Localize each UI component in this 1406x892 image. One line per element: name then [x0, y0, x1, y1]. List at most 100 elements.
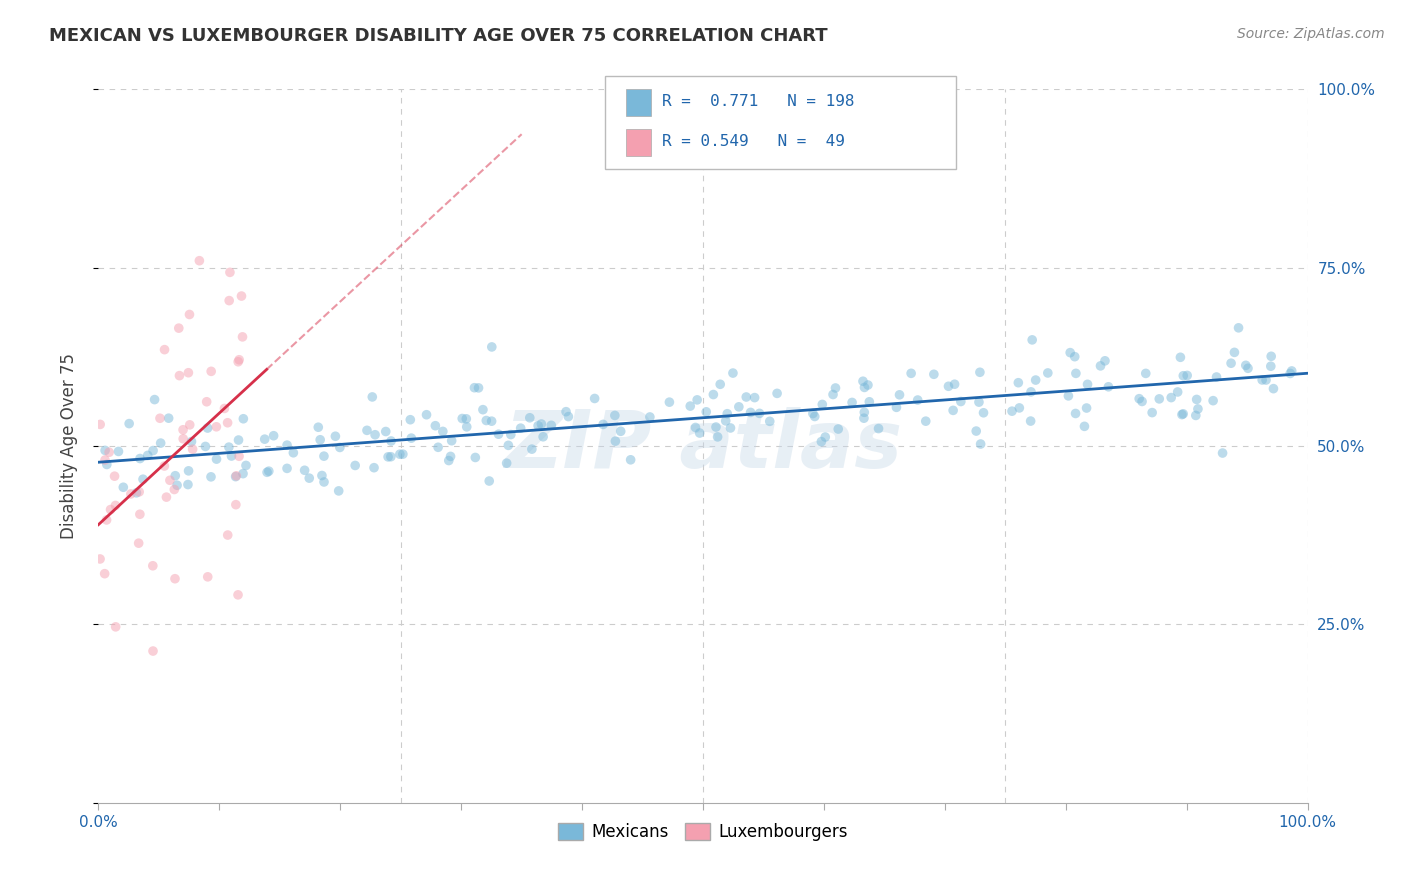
Point [810, 434, 832, 449]
Point [363, 460, 385, 475]
Point [709, 377, 731, 392]
Point [1185, 392, 1208, 407]
Point [225, 498, 247, 512]
Point [557, 409, 579, 424]
Point [451, 411, 474, 425]
Point [685, 420, 707, 434]
Point [886, 401, 908, 415]
Point [440, 434, 463, 448]
Point [1167, 384, 1189, 399]
Point [478, 474, 501, 488]
Point [374, 425, 396, 439]
Point [1185, 409, 1208, 423]
Point [89, 417, 111, 432]
Point [169, 368, 191, 383]
Point [1170, 351, 1192, 365]
Point [392, 447, 415, 461]
Point [679, 399, 702, 413]
Point [1059, 345, 1081, 359]
Point [226, 355, 249, 369]
Point [555, 405, 578, 419]
Point [658, 395, 681, 409]
Point [218, 293, 240, 308]
Point [702, 387, 724, 401]
Point [180, 434, 202, 449]
Point [1187, 401, 1209, 416]
Point [1008, 401, 1031, 415]
Point [527, 418, 550, 433]
Point [540, 418, 562, 433]
Point [98, 445, 121, 459]
Point [205, 452, 228, 467]
Point [481, 414, 503, 428]
Text: Source: ZipAtlas.com: Source: ZipAtlas.com [1237, 27, 1385, 41]
Point [841, 395, 863, 409]
Point [225, 469, 247, 483]
Point [437, 453, 460, 467]
Point [852, 411, 875, 425]
Point [197, 570, 219, 584]
Point [128, 508, 150, 522]
Point [276, 438, 298, 452]
Point [467, 381, 489, 395]
Point [519, 410, 541, 425]
Point [1025, 373, 1047, 387]
Point [232, 467, 254, 481]
Point [93, 566, 115, 581]
Point [853, 405, 876, 419]
Point [399, 413, 422, 427]
Point [415, 408, 437, 422]
Point [149, 411, 172, 425]
Point [727, 400, 749, 414]
Point [1140, 406, 1163, 420]
Point [766, 386, 789, 401]
Point [163, 483, 186, 497]
Point [218, 440, 240, 454]
Point [157, 411, 180, 425]
Point [499, 427, 522, 442]
Point [172, 432, 194, 446]
Point [1254, 373, 1277, 387]
Point [149, 436, 172, 450]
Point [120, 487, 142, 501]
Point [853, 380, 876, 394]
Legend: Mexicans, Luxembourgers: Mexicans, Luxembourgers [551, 816, 855, 848]
Point [488, 427, 510, 442]
Point [827, 422, 849, 436]
Point [1097, 380, 1119, 394]
Point [231, 289, 253, 303]
Point [104, 499, 127, 513]
Point [1063, 350, 1085, 364]
Point [129, 451, 152, 466]
Point [943, 377, 966, 392]
Point [432, 425, 454, 439]
Point [166, 478, 188, 492]
Point [824, 381, 846, 395]
Point [307, 420, 329, 434]
Point [231, 330, 253, 344]
Point [716, 407, 738, 421]
Point [283, 446, 305, 460]
Text: ZIP atlas: ZIP atlas [503, 407, 903, 485]
Point [969, 365, 991, 379]
Point [1128, 392, 1150, 406]
Point [803, 409, 825, 424]
Point [464, 450, 486, 465]
Point [889, 388, 911, 402]
Point [228, 450, 250, 464]
Point [530, 417, 553, 431]
Point [427, 440, 450, 454]
Point [142, 443, 165, 458]
Point [172, 423, 194, 437]
Point [1263, 382, 1285, 396]
Point [605, 434, 627, 449]
Point [740, 405, 762, 419]
Point [167, 321, 190, 335]
Point [758, 414, 780, 428]
Point [1260, 349, 1282, 363]
Point [1171, 408, 1194, 422]
Text: R =  0.771   N = 198: R = 0.771 N = 198 [662, 94, 855, 109]
Point [495, 456, 517, 470]
Point [1281, 364, 1303, 378]
Point [200, 364, 222, 378]
